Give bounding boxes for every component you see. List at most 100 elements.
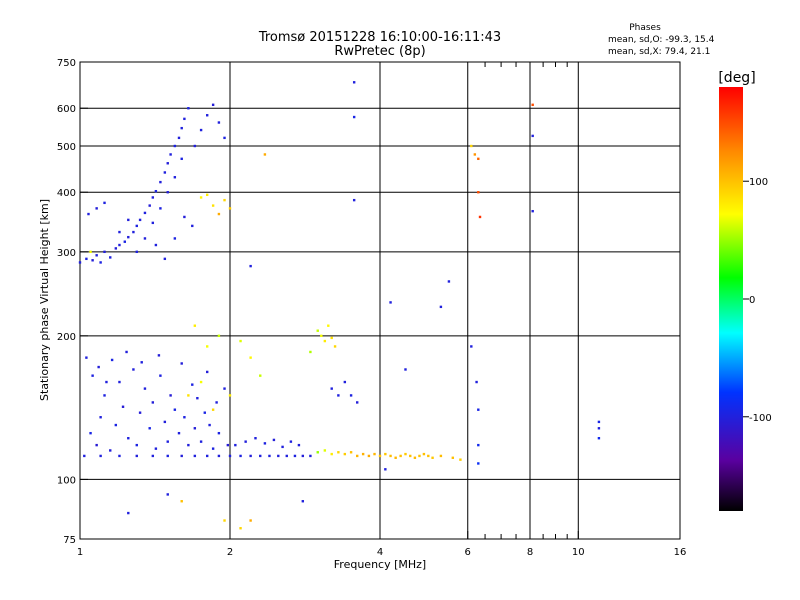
echo-point: [384, 452, 387, 456]
echo-point: [285, 454, 288, 458]
echo-point: [143, 387, 147, 390]
echo-point: [228, 207, 232, 210]
echo-point: [316, 329, 319, 332]
echo-point: [343, 380, 347, 384]
echo-point: [301, 500, 305, 503]
echo-point: [244, 440, 247, 443]
echo-point: [157, 354, 161, 357]
echo-point: [183, 215, 186, 219]
echo-point: [208, 423, 211, 427]
echo-point: [234, 443, 237, 447]
echo-point: [531, 103, 534, 107]
echo-point: [132, 230, 135, 234]
echo-point: [223, 387, 226, 390]
echo-point: [597, 437, 601, 440]
echo-point: [205, 193, 209, 197]
echo-point: [349, 394, 353, 397]
echo-point: [199, 380, 203, 384]
echo-point: [211, 408, 215, 411]
echo-point: [173, 144, 177, 148]
echo-point: [83, 454, 86, 458]
echo-point: [422, 452, 426, 456]
echo-point: [191, 224, 194, 228]
echo-point: [355, 454, 359, 458]
echo-point: [413, 456, 417, 459]
echo-point: [151, 401, 155, 404]
echo-point: [173, 237, 177, 240]
echo-point: [187, 394, 190, 397]
echo-point: [203, 411, 206, 414]
echo-point: [173, 408, 177, 411]
echo-point: [205, 114, 209, 117]
echo-point: [154, 243, 158, 247]
echo-point: [166, 191, 169, 194]
y-tick-label: 75: [63, 535, 76, 546]
echo-point: [78, 261, 82, 264]
echo-point: [109, 449, 112, 452]
echo-point: [85, 257, 88, 261]
echo-point: [199, 196, 203, 199]
echo-point: [470, 144, 473, 148]
echo-point: [337, 451, 340, 454]
echo-point: [205, 370, 209, 374]
echo-point: [323, 449, 327, 452]
echo-point: [254, 437, 257, 440]
echo-point: [180, 500, 183, 503]
echo-point: [109, 256, 112, 259]
echo-point: [159, 207, 162, 210]
echo-point: [215, 401, 218, 404]
y-axis-label: Stationary phase Virtual Height [km]: [38, 199, 51, 401]
echo-point: [91, 259, 94, 262]
echo-point: [297, 443, 301, 447]
echo-point: [249, 454, 252, 458]
x-tick-label: 2: [227, 547, 233, 558]
echo-point: [226, 443, 230, 447]
echo-point: [183, 117, 186, 121]
echo-point: [97, 365, 100, 369]
colorbar-tick-label: 100: [749, 177, 768, 188]
echo-point: [169, 394, 172, 397]
echo-point: [263, 442, 267, 445]
echo-point: [272, 438, 276, 442]
echo-point: [135, 454, 138, 458]
echo-point: [309, 350, 312, 354]
x-axis-label: Frequency [MHz]: [334, 558, 426, 571]
echo-point: [163, 171, 167, 174]
echo-point: [173, 176, 177, 179]
echo-point: [352, 198, 356, 202]
echo-point: [166, 162, 169, 165]
echo-point: [268, 454, 271, 458]
echo-point: [148, 204, 151, 207]
echo-point: [166, 454, 169, 458]
echo-point: [159, 374, 162, 377]
echo-point: [151, 196, 155, 199]
echo-point: [135, 250, 138, 254]
data-points: [78, 81, 601, 530]
echo-point: [333, 345, 337, 348]
echo-point: [478, 215, 482, 219]
echo-point: [118, 454, 121, 458]
echo-point: [316, 451, 319, 454]
echo-point: [105, 380, 108, 384]
echo-point: [404, 452, 407, 456]
echo-point: [327, 324, 330, 327]
echo-point: [151, 221, 155, 225]
echo-point: [95, 207, 98, 210]
echo-point: [418, 454, 421, 458]
echo-point: [159, 180, 162, 184]
echo-point: [477, 191, 480, 194]
echo-point: [477, 462, 480, 465]
colorbar: [719, 87, 743, 511]
echo-point: [239, 527, 242, 530]
echo-point: [323, 339, 327, 343]
echo-point: [320, 334, 323, 338]
y-axis-ticks: 75 100 200 300 400 500 600 750: [57, 58, 88, 546]
echo-point: [89, 250, 92, 254]
y-tick-label: 400: [57, 188, 76, 199]
x-tick-label: 16: [674, 547, 687, 558]
echo-point: [217, 431, 221, 435]
echo-point: [211, 204, 215, 207]
x-tick-label: 1: [77, 547, 83, 558]
echo-point: [91, 374, 94, 377]
echo-point: [193, 454, 197, 458]
